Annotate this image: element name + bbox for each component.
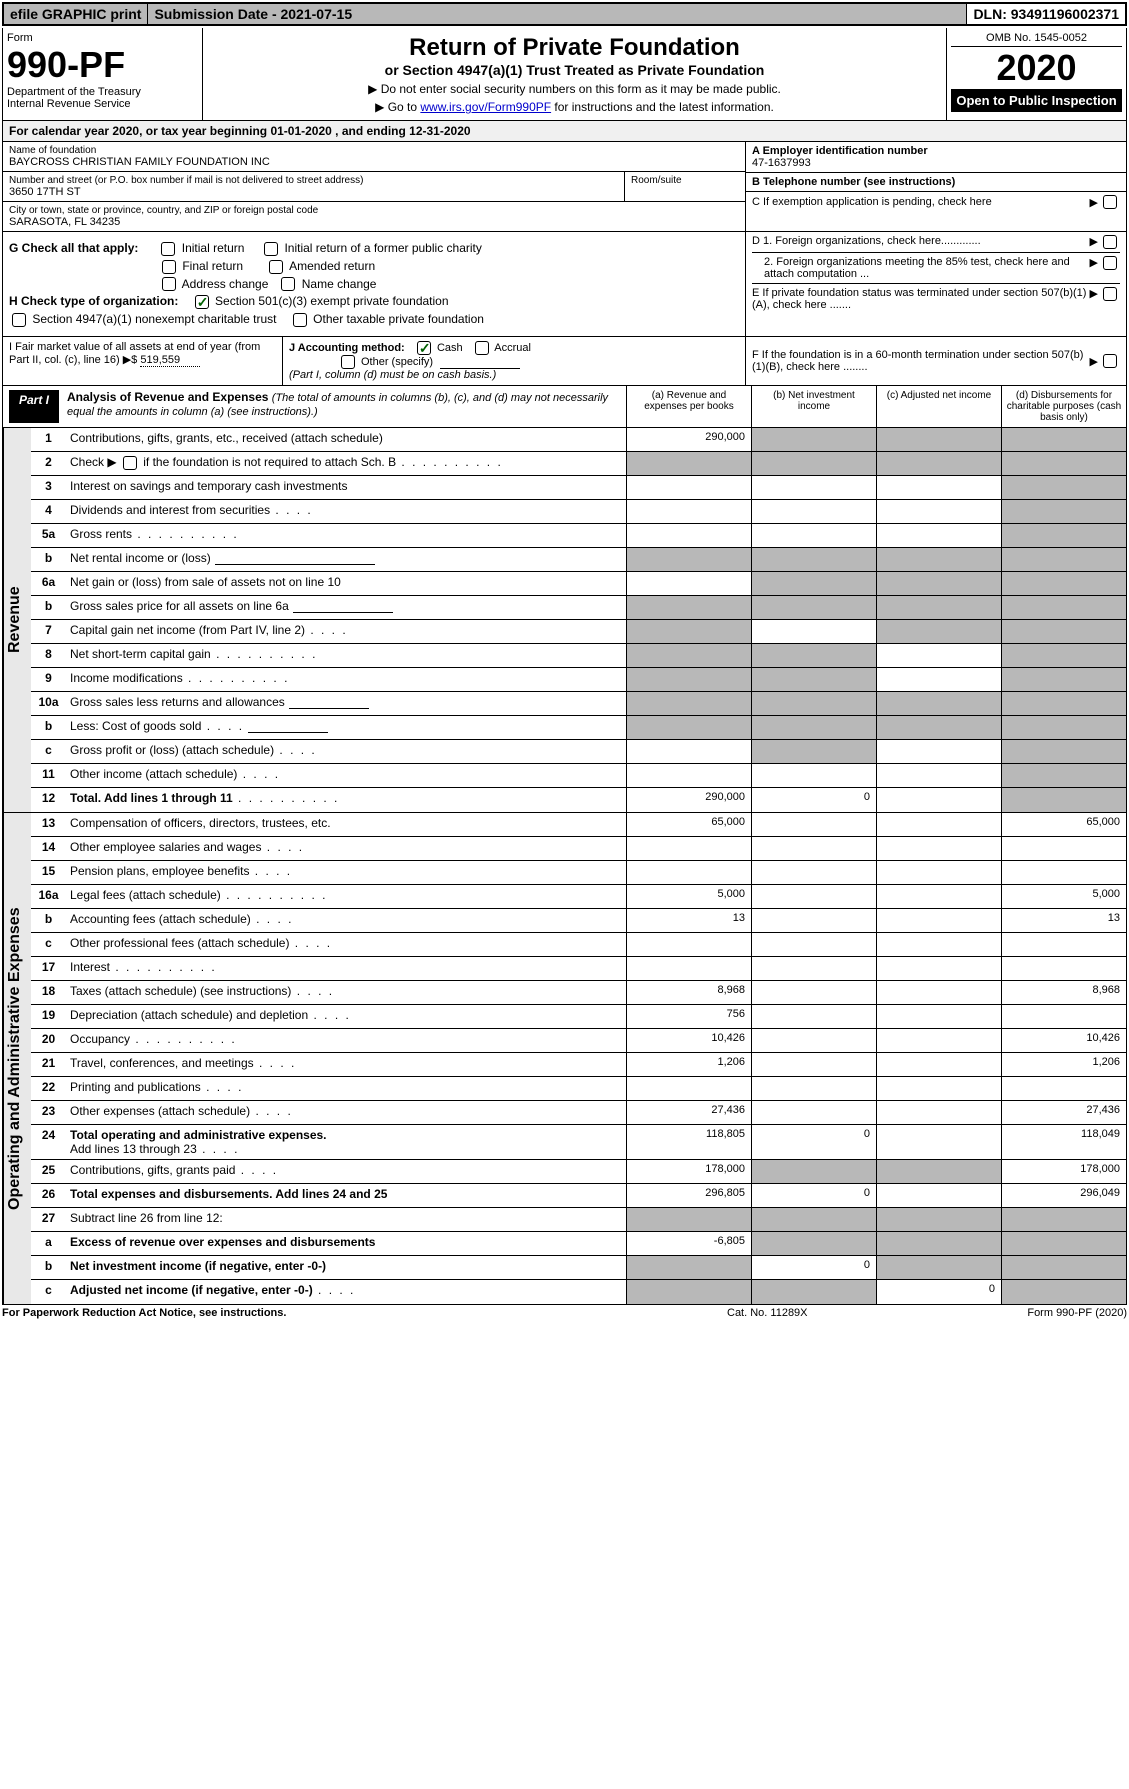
j-label: J Accounting method: [289,342,405,354]
city-label: City or town, state or province, country… [9,205,739,216]
ein: 47-1637993 [752,157,811,169]
col-b: (b) Net investment income [751,386,876,427]
c-label: C If exemption application is pending, c… [752,196,1088,208]
fmv-row: I Fair market value of all assets at end… [2,337,1127,386]
e-label: E If private foundation status was termi… [752,287,1088,311]
checks-section: G Check all that apply: Initial return I… [2,232,1127,337]
part1-title: Analysis of Revenue and Expenses [67,390,268,404]
form-label: Form [7,32,198,44]
i-label: I Fair market value of all assets at end… [9,341,260,366]
header-center: Return of Private Foundation or Section … [203,28,946,120]
top-bar: efile GRAPHIC print Submission Date - 20… [2,2,1127,26]
instr1: ▶ Do not enter social security numbers o… [209,82,940,96]
initial-checkbox[interactable] [161,242,175,256]
part1-label: Part I [9,390,59,423]
foundation-name: BAYCROSS CHRISTIAN FAMILY FOUNDATION INC [9,156,739,168]
h-4947-checkbox[interactable] [12,313,26,327]
i-value: 519,559 [140,354,200,367]
footer-left: For Paperwork Reduction Act Notice, see … [2,1307,727,1319]
irs: Internal Revenue Service [7,98,198,110]
ein-label: A Employer identification number [752,145,928,157]
cash-checkbox[interactable] [417,341,431,355]
d2-checkbox[interactable] [1103,256,1117,270]
expenses-table: Operating and Administrative Expenses 13… [2,813,1127,1305]
name-label: Name of foundation [9,145,739,156]
col-c: (c) Adjusted net income [876,386,1001,427]
col-a: (a) Revenue and expenses per books [626,386,751,427]
footer-right: Form 990-PF (2020) [927,1307,1127,1319]
other-checkbox[interactable] [341,355,355,369]
d1-checkbox[interactable] [1103,235,1117,249]
instr2: ▶ Go to www.irs.gov/Form990PF for instru… [209,100,940,114]
open-public: Open to Public Inspection [951,89,1122,112]
revenue-table: Revenue 1Contributions, gifts, grants, e… [2,428,1127,813]
tax-year: 2020 [951,47,1122,89]
header-right: OMB No. 1545-0052 2020 Open to Public In… [946,28,1126,120]
amended-checkbox[interactable] [269,260,283,274]
expenses-label: Operating and Administrative Expenses [3,813,31,1304]
g-label: G Check all that apply: [9,241,138,255]
initial-former-checkbox[interactable] [264,242,278,256]
foundation-info: Name of foundation BAYCROSS CHRISTIAN FA… [2,142,1127,232]
d2-label: 2. Foreign organizations meeting the 85%… [752,256,1088,280]
name-change-checkbox[interactable] [281,277,295,291]
addr-change-checkbox[interactable] [162,277,176,291]
room-label: Room/suite [625,172,745,201]
col-d: (d) Disbursements for charitable purpose… [1001,386,1126,427]
e-checkbox[interactable] [1103,287,1117,301]
j-note: (Part I, column (d) must be on cash basi… [289,369,496,381]
h-other-checkbox[interactable] [293,313,307,327]
f-checkbox[interactable] [1103,354,1117,368]
calendar-year: For calendar year 2020, or tax year begi… [2,121,1127,142]
dln: DLN: 93491196002371 [967,4,1125,24]
form-header: Form 990-PF Department of the Treasury I… [2,28,1127,121]
part1-header-row: Part I Analysis of Revenue and Expenses … [2,386,1127,428]
schb-checkbox[interactable] [123,456,137,470]
foundation-city: SARASOTA, FL 34235 [9,216,739,228]
form-title: Return of Private Foundation [209,34,940,62]
form-subtitle: or Section 4947(a)(1) Trust Treated as P… [209,62,940,78]
h-501c3-checkbox[interactable] [195,295,209,309]
foundation-addr: 3650 17TH ST [9,186,618,198]
h-label: H Check type of organization: [9,294,178,308]
dept: Department of the Treasury [7,86,198,98]
efile-label: efile GRAPHIC print [4,4,148,24]
irs-link[interactable]: www.irs.gov/Form990PF [420,100,551,114]
final-checkbox[interactable] [162,260,176,274]
f-label: F If the foundation is in a 60-month ter… [752,349,1088,373]
submission-date: Submission Date - 2021-07-15 [148,4,967,24]
c-checkbox[interactable] [1103,195,1117,209]
d1-label: D 1. Foreign organizations, check here..… [752,235,1088,249]
form-number: 990-PF [7,44,198,86]
omb: OMB No. 1545-0052 [951,32,1122,47]
footer: For Paperwork Reduction Act Notice, see … [2,1307,1127,1319]
addr-label: Number and street (or P.O. box number if… [9,175,618,186]
accrual-checkbox[interactable] [475,341,489,355]
tel-label: B Telephone number (see instructions) [752,176,955,188]
footer-mid: Cat. No. 11289X [727,1307,927,1319]
revenue-label: Revenue [3,428,31,812]
header-left: Form 990-PF Department of the Treasury I… [3,28,203,120]
